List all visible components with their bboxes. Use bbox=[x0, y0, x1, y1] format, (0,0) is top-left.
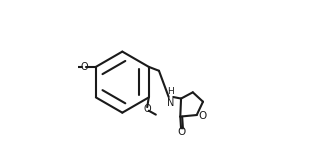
Text: O: O bbox=[198, 111, 207, 121]
Text: N: N bbox=[167, 98, 175, 108]
Text: O: O bbox=[80, 62, 88, 72]
Text: O: O bbox=[144, 104, 151, 114]
Text: H: H bbox=[168, 87, 174, 96]
Text: O: O bbox=[177, 127, 185, 137]
